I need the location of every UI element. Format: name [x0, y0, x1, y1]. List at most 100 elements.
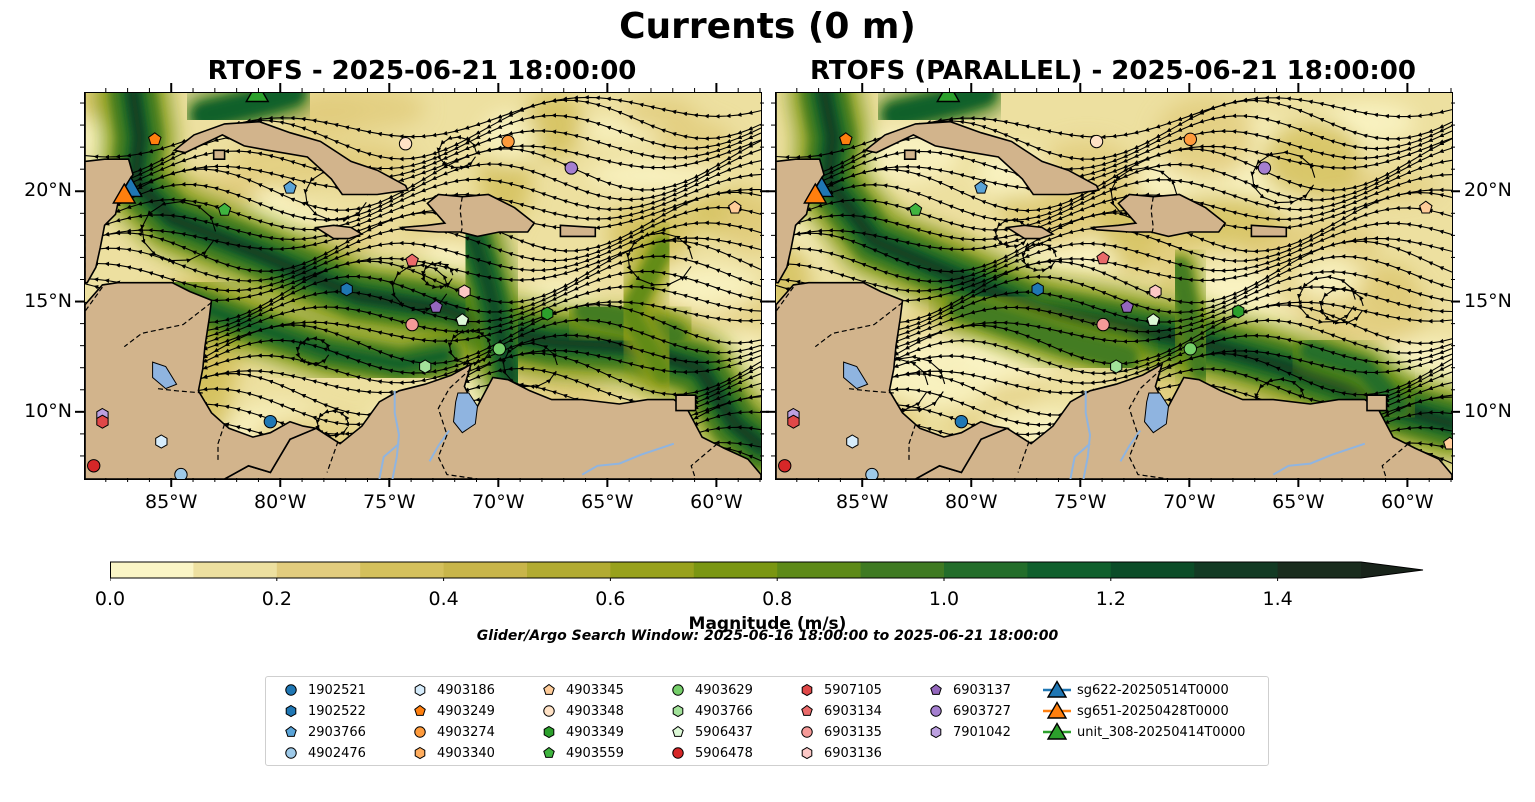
- triangle-marker-icon: [1043, 680, 1071, 698]
- legend-item: 1902522: [280, 702, 366, 720]
- hexagon-marker-icon: [930, 725, 942, 739]
- right-float-5906478: [778, 459, 792, 473]
- legend-label: sg622-20250514T0000: [1077, 682, 1229, 698]
- left-float-5906437: [455, 313, 469, 326]
- right-float-6903136: [1149, 284, 1162, 299]
- legend: 1902521 1902522 2903766 4902476 4903186 49032…: [265, 676, 1269, 766]
- pentagon-marker-icon: [285, 725, 297, 737]
- left-panel-title: RTOFS - 2025-06-21 18:00:00: [207, 56, 637, 86]
- right-float-4903186: [846, 434, 859, 449]
- hexagon-marker-icon: [543, 725, 555, 739]
- legend-item: 4903274: [409, 723, 495, 741]
- left-yucatan: [85, 93, 134, 284]
- right-lon-label: 60°W: [1381, 491, 1434, 513]
- legend-label: 4903348: [566, 703, 624, 719]
- colorbar-level-1: [193, 562, 278, 578]
- colorbar-tick-label: 0.0: [94, 588, 126, 610]
- left-magdalena-river: [391, 390, 401, 479]
- colorbar-tick-label: 1.0: [928, 588, 960, 610]
- colorbar-tick-label: 0.2: [261, 588, 292, 610]
- left-lat-label: 15°N: [24, 289, 72, 312]
- right-isla-juventud: [903, 149, 917, 160]
- left-border-venezuela-guyana: [690, 443, 718, 479]
- left-float-1902521: [263, 414, 278, 429]
- colorbar-tick-label: 0.4: [428, 588, 459, 610]
- left-float-6903134: [405, 253, 419, 267]
- right-current-map: [775, 92, 1453, 480]
- colorbar-level-6: [610, 562, 695, 578]
- left-svg: [85, 93, 761, 479]
- right-lat-label: 15°N: [1464, 289, 1512, 312]
- left-lon-label: 85°W: [144, 491, 198, 513]
- right-central-america: [776, 281, 1010, 479]
- legend-item: 6903134: [796, 702, 882, 720]
- right-float-4903348: [1089, 134, 1104, 149]
- left-eddy-3: [501, 340, 558, 389]
- hexagon-marker-icon: [414, 683, 426, 697]
- left-float-4903345: [728, 200, 742, 214]
- right-float-6903727: [1257, 161, 1272, 175]
- right-eddy-6: [993, 217, 1030, 249]
- colorbar-tick-label: 1.2: [1095, 588, 1126, 610]
- pentagon-marker-icon: [543, 683, 555, 695]
- right-cuba: [863, 120, 1100, 196]
- legend-label: 5906437: [695, 724, 753, 740]
- right-float-4903629: [1183, 342, 1197, 356]
- left-land: [85, 93, 761, 479]
- triangle-marker-icon: [1043, 722, 1071, 740]
- legend-item: sg651-20250428T0000: [1043, 701, 1229, 720]
- legend-label: sg651-20250428T0000: [1077, 703, 1229, 719]
- left-float-4903186: [155, 434, 168, 449]
- legend-item: 4903348: [538, 702, 624, 720]
- pentagon-marker-icon: [801, 704, 813, 716]
- right-yucatan: [776, 93, 825, 284]
- colorbar-level-4: [443, 562, 528, 578]
- legend-label: 4903629: [695, 682, 753, 698]
- right-float-4903274: [1183, 132, 1197, 146]
- right-border-colombia-venezuela: [1128, 368, 1169, 479]
- legend-label: 4903766: [695, 703, 753, 719]
- legend-label: 6903137: [953, 682, 1011, 698]
- right-border-guatemala-honduras: [776, 286, 794, 312]
- colorbar-level-0: [110, 562, 194, 578]
- left-float-6903137: [429, 299, 443, 313]
- left-float-5906478: [87, 459, 101, 473]
- legend-label: 4903345: [566, 682, 624, 698]
- left-lake-maracaibo: [452, 392, 479, 434]
- legend-label: 6903727: [953, 703, 1011, 719]
- left-lake-nicaragua: [152, 361, 178, 390]
- legend-item: 6903136: [796, 744, 882, 762]
- left-lon-label: 75°W: [363, 491, 416, 513]
- pentagon-marker-icon: [543, 746, 555, 758]
- right-float-6903135: [1096, 317, 1110, 332]
- circle-marker-icon: [285, 747, 297, 759]
- right-jamaica: [1004, 224, 1055, 240]
- left-lon-label: 70°W: [472, 491, 525, 513]
- left-float-4903249: [148, 132, 162, 146]
- left-eddy-1: [295, 336, 331, 367]
- legend-item: 4902476: [280, 744, 366, 762]
- colorbar-level-14: [1277, 562, 1362, 578]
- circle-marker-icon: [543, 705, 555, 717]
- legend-item: 6903137: [925, 681, 1011, 699]
- right-lake-maracaibo: [1143, 392, 1170, 434]
- right-panel-title: RTOFS (PARALLEL) - 2025-06-21 18:00:00: [810, 56, 1416, 86]
- right-lon-label: 80°W: [945, 491, 998, 513]
- legend-item: 5907105: [796, 681, 882, 699]
- colorbar-level-9: [860, 562, 945, 578]
- right-border-haiti-dr: [1150, 196, 1154, 237]
- legend-item: unit_308-20250414T0000: [1043, 722, 1245, 741]
- colorbar-level-13: [1194, 562, 1279, 578]
- right-float-4903766: [1110, 359, 1123, 374]
- legend-item: 1902521: [280, 681, 366, 699]
- right-cauca-river: [1069, 442, 1091, 479]
- colorbar-tick-label: 0.8: [762, 588, 793, 610]
- legend-label: 4903274: [437, 724, 495, 740]
- left-float-2903766: [283, 180, 297, 194]
- right-glider-unit_308-20250414T0000: [936, 93, 961, 103]
- legend-item: 5906437: [667, 723, 753, 741]
- colorbar-level-7: [693, 562, 778, 578]
- left-border-costa-rica-panama: [217, 423, 226, 462]
- hexagon-marker-icon: [801, 746, 813, 760]
- left-border-haiti-dr: [459, 196, 463, 237]
